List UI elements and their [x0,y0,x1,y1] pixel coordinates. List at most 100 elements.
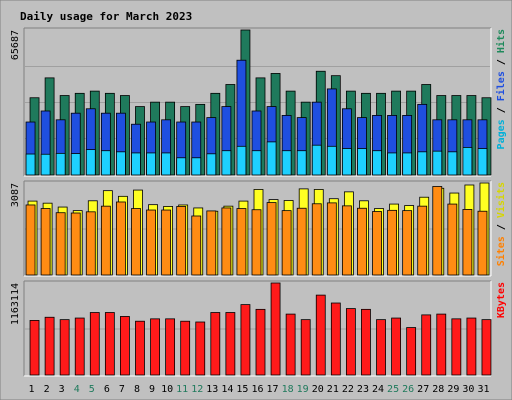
day-label: 16 [251,384,263,395]
bar-pages-day-17 [266,141,277,176]
bar-kbytes-day-25 [391,317,401,376]
bar-sites-day-16 [251,209,262,276]
bar-kbytes-day-21 [330,302,341,376]
bar-kbytes-day-14 [225,312,236,376]
bar-sites-day-4 [70,212,81,276]
day-label: 12 [191,384,203,395]
bar-kbytes-day-7 [120,316,130,376]
bar-sites-day-18 [281,210,292,276]
bar-kbytes-day-8 [135,320,145,376]
bar-pages-day-23 [357,148,367,176]
bar-kbytes-day-11 [180,320,191,376]
bar-pages-day-12 [191,157,202,176]
axis-max-label: 3087 [10,183,21,207]
bar-sites-day-22 [341,205,352,276]
bar-sites-day-1 [25,204,36,276]
bar-pages-day-19 [296,150,307,176]
bar-sites-day-15 [236,208,247,276]
bar-sites-day-23 [357,207,367,276]
bar-kbytes-day-18 [285,313,296,376]
axis-max-label: 1163114 [10,283,21,325]
bar-kbytes-day-1 [29,320,40,376]
bar-kbytes-day-5 [89,312,100,376]
bar-sites-day-24 [372,211,382,276]
bar-pages-day-20 [311,144,322,176]
day-label: 3 [59,384,65,395]
bar-sites-day-17 [266,202,277,276]
day-label: 6 [104,384,110,395]
day-label: 18 [282,384,294,395]
day-label: 8 [134,384,140,395]
bar-kbytes-day-22 [345,308,356,376]
bar-pages-day-18 [281,150,292,176]
bar-sites-day-14 [221,207,232,276]
bar-kbytes-day-23 [361,308,371,376]
bar-kbytes-day-3 [59,319,70,376]
bar-kbytes-day-31 [481,319,492,376]
bar-pages-day-16 [251,150,262,176]
bar-sites-day-28 [432,186,443,276]
day-label: 17 [267,384,279,395]
day-label: 21 [327,384,339,395]
series-legend-label: Pages / Files / Hits [495,29,507,149]
bar-pages-day-25 [387,152,397,176]
bar-sites-day-11 [176,206,187,276]
day-label: 9 [149,384,155,395]
day-label: 10 [161,384,173,395]
bar-sites-day-2 [40,208,51,276]
bar-pages-day-22 [341,148,352,176]
day-label: 27 [417,384,429,395]
bar-pages-day-28 [432,150,443,176]
legend-part: KBytes [496,282,507,318]
bar-pages-day-2 [40,153,51,176]
bar-sites-day-30 [462,209,473,276]
series-sites [25,186,488,276]
bar-sites-day-8 [131,208,141,276]
day-label: 23 [357,384,369,395]
day-label: 24 [372,384,384,395]
bar-pages-day-14 [221,150,232,176]
bar-sites-day-10 [161,209,172,276]
bar-sites-day-9 [146,209,156,276]
day-label: 31 [477,384,489,395]
day-label: 15 [236,384,248,395]
bar-pages-day-30 [462,147,473,176]
bar-pages-day-3 [55,152,66,176]
panel-hits-files-pages: 65687 Pages / Files / Hits [10,27,507,177]
bar-sites-day-21 [326,202,337,276]
panel-kbytes: 1163114 KBytes [10,280,507,377]
bar-kbytes-day-19 [300,319,311,376]
bar-pages-day-15 [236,145,247,176]
bar-pages-day-9 [146,152,156,176]
bar-sites-day-31 [477,210,488,276]
bar-pages-day-27 [417,151,428,176]
bar-kbytes-day-10 [165,318,176,376]
day-label: 20 [312,384,324,395]
bar-kbytes-day-2 [44,316,55,376]
bar-sites-day-7 [116,201,126,276]
day-label: 25 [387,384,399,395]
bar-sites-day-27 [417,205,428,276]
bar-pages-day-1 [25,153,36,176]
bar-pages-day-29 [447,151,458,176]
bar-pages-day-11 [176,157,187,176]
series-kbytes [29,282,492,376]
day-label: 19 [297,384,309,395]
legend-part: Sites [495,236,507,266]
panel-visits-sites: 3087 Sites / Visits [10,180,507,277]
day-label: 30 [462,384,474,395]
bar-sites-day-26 [402,210,413,276]
bar-kbytes-day-15 [240,304,251,376]
day-label: 2 [44,384,50,395]
bar-sites-day-6 [100,205,111,276]
day-label: 28 [432,384,444,395]
legend-part: / [496,101,507,119]
bar-sites-day-20 [311,203,322,276]
bar-kbytes-day-6 [104,312,115,376]
bar-kbytes-day-27 [421,314,432,376]
bar-pages-day-21 [326,145,337,176]
day-label: 11 [176,384,188,395]
bar-kbytes-day-24 [376,319,386,376]
axis-max-label: 65687 [10,30,21,60]
